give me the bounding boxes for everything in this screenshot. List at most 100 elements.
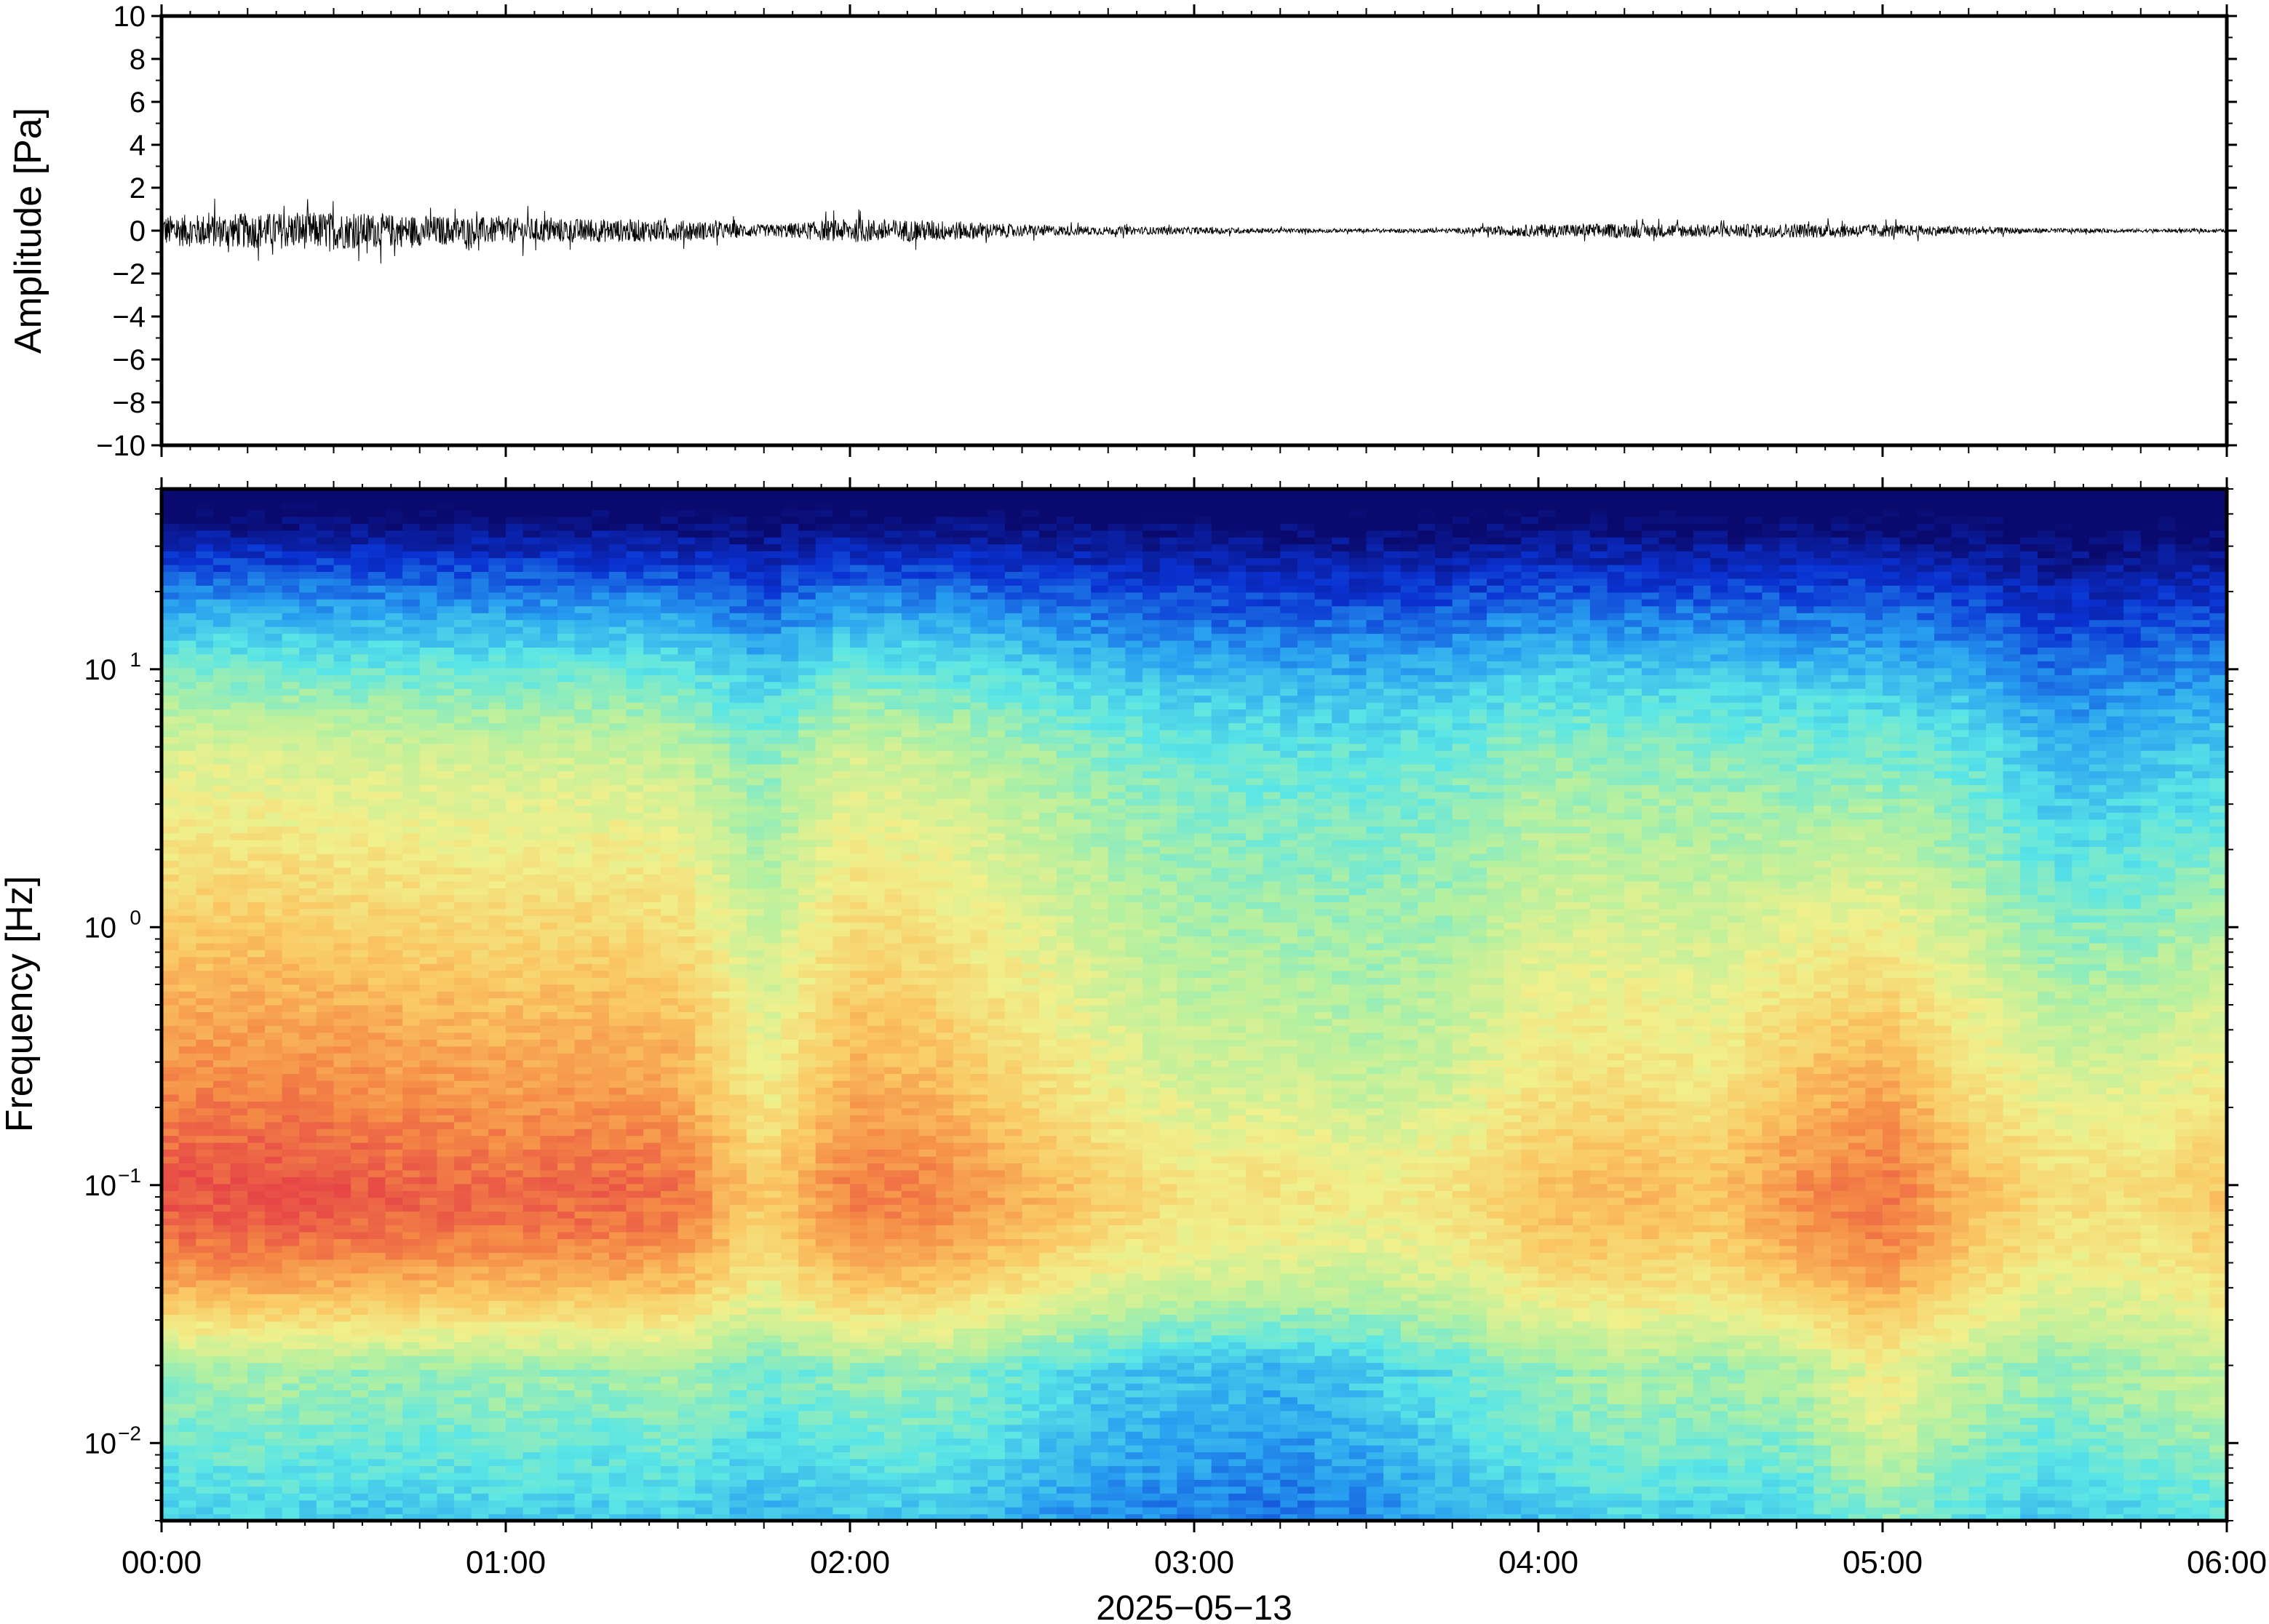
spectrogram-cell [178,1025,196,1033]
spectrogram-cell [351,585,369,593]
spectrogram-cell [316,901,335,909]
spectrogram-cell [437,874,455,882]
spectrogram-cell [608,702,627,710]
spectrogram-cell [626,667,644,675]
spectrogram-cell [437,544,455,552]
spectrogram-cell [660,846,679,854]
spectrogram-cell [592,1404,610,1412]
spectrogram-cell [419,1107,437,1115]
spectrogram-cell [212,557,231,565]
spectrogram-cell [695,557,713,565]
spectrogram-cell [419,1121,437,1129]
spectrogram-cell [264,544,283,552]
spectrogram-cell [351,509,369,517]
spectrogram-cell [677,1046,696,1054]
spectrogram-cell [643,894,661,902]
spectrogram-cell [643,1376,661,1384]
spectrogram-cell [660,578,679,586]
spectrogram-cell [282,1245,300,1253]
spectrogram-cell [660,963,679,971]
spectrogram-cell [282,1149,300,1157]
spectrogram-cell [695,860,713,868]
spectrogram-cell [351,956,369,964]
spectrogram-cell [574,840,592,848]
spectrogram-cell [162,681,180,689]
spectrogram-cell [230,1067,248,1075]
spectrogram-cell [316,1067,335,1075]
spectrogram-cell [608,1245,627,1253]
spectrogram-cell [522,523,541,531]
spectrogram-cell [178,736,196,744]
spectrogram-cell [351,1231,369,1240]
spectrogram-cell [162,1390,180,1398]
spectrogram-cell [557,812,576,820]
spectrogram-cell [367,805,386,813]
spectrogram-cell [592,867,610,875]
spectrogram-cell [522,1011,541,1019]
spectrogram-cell [592,592,610,600]
spectrogram-cell [471,1177,489,1185]
spectrogram-cell [299,1382,317,1390]
spectrogram-cell [419,1115,437,1123]
spectrogram-cell [196,1053,214,1061]
spectrogram-cell [282,1225,300,1233]
spectrogram-cell [212,901,231,909]
spectrogram-cell [385,1129,403,1137]
waveform-y-tick-label: −8 [112,387,146,419]
spectrogram-cell [695,715,713,724]
spectrogram-cell [230,1500,248,1508]
spectrogram-cell [385,812,403,820]
spectrogram-cell [592,1073,610,1081]
spectrogram-cell [454,619,472,627]
spectrogram-cell [333,1067,351,1075]
spectrogram-cell [643,812,661,820]
spectrogram-cell [522,1356,541,1364]
spectrogram-cell [643,1294,661,1302]
spectrogram-cell [299,860,317,868]
spectrogram-cell [196,1225,214,1233]
spectrogram-cell [230,681,248,689]
spectrogram-cell [522,1115,541,1123]
spectrogram-cell [282,495,300,503]
spectrogram-cell [506,1280,524,1288]
spectrogram-cell [282,1314,300,1322]
spectrogram-cell [695,1342,713,1350]
spectrogram-cell [162,1307,180,1315]
spectrogram-cell [488,1080,506,1088]
spectrogram-cell [695,1314,713,1322]
spectrogram-cell [385,489,403,497]
spectrogram-cell [351,1273,369,1281]
spectrogram-cell [471,1362,489,1370]
spectrogram-cell [402,1067,421,1075]
spectrogram-cell [178,605,196,613]
spectrogram-cell [695,757,713,765]
spectrogram-cell [385,523,403,531]
spectrogram-cell [419,1204,437,1212]
spectrogram-cell [574,1252,592,1260]
spectrogram-cell [419,819,437,827]
spectrogram-cell [471,1080,489,1088]
spectrogram-cell [196,1493,214,1501]
spectrogram-cell [316,1273,335,1281]
spectrogram-cell [178,640,196,648]
spectrogram-cell [626,715,644,724]
spectrogram-cell [454,1115,472,1123]
spectrogram-cell [196,661,214,669]
spectrogram-cell [282,784,300,792]
spectrogram-cell [385,1348,403,1356]
spectrogram-cell [488,826,506,834]
spectrogram-cell [196,619,214,627]
spectrogram-cell [162,1218,180,1226]
spectrogram-cell [178,1486,196,1494]
spectrogram-cell [574,502,592,510]
spectrogram-cell [316,1053,335,1061]
spectrogram-cell [574,578,592,586]
spectrogram-cell [212,798,231,806]
spectrogram-cell [316,950,335,958]
spectrogram-cell [402,1169,421,1177]
spectrogram-cell [282,1348,300,1356]
spectrogram-cell [454,743,472,751]
spectrogram-cell [574,1314,592,1322]
spectrogram-cell [299,1465,317,1473]
spectrogram-cell [574,1479,592,1487]
